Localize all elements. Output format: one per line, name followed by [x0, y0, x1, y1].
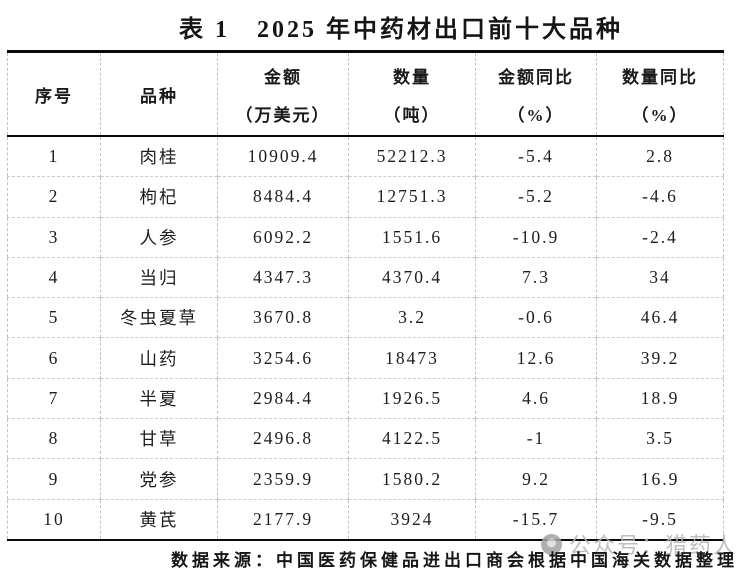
cell-rank: 8 — [7, 418, 101, 459]
cell-amount-yoy: -10.9 — [475, 216, 597, 258]
table-row: 5 冬虫夏草 3670.8 3.2 -0.6 46.4 — [7, 297, 724, 338]
cell-quantity-yoy: -4.6 — [596, 176, 724, 218]
cell-rank: 2 — [7, 176, 101, 218]
cell-amount-yoy: -1 — [475, 418, 597, 459]
col-header-quantity: 数量 （吨） — [348, 51, 476, 137]
col-header-variety: 品种 — [100, 51, 218, 137]
cell-amount-yoy: -5.4 — [475, 136, 597, 177]
cell-quantity-yoy: 39.2 — [596, 337, 724, 379]
watermark-logo-icon — [541, 533, 562, 555]
table-row: 8 甘草 2496.8 4122.5 -1 3.5 — [7, 418, 724, 459]
cell-amount: 2359.9 — [217, 458, 349, 500]
cell-quantity-yoy: -9.5 — [596, 498, 724, 540]
cell-quantity-yoy: 16.9 — [596, 458, 724, 500]
header-unit: （%） — [507, 105, 565, 125]
cell-amount: 4347.3 — [217, 256, 349, 298]
watermark: 公众号：猎药人 — [541, 528, 737, 560]
cell-rank: 4 — [7, 256, 101, 298]
export-top10-table: 序号 品种 金额 （万美元） — [7, 50, 724, 541]
table-row: 3 人参 6092.2 1551.6 -10.9 -2.4 — [7, 216, 724, 258]
cell-variety: 肉桂 — [100, 136, 218, 177]
cell-variety: 冬虫夏草 — [100, 297, 218, 338]
cell-quantity: 52212.3 — [348, 136, 476, 177]
col-header-quantity-yoy: 数量同比 （%） — [596, 51, 724, 137]
table-title: 表 1 2025 年中药材出口前十大品种 — [179, 17, 623, 43]
cell-rank: 10 — [7, 498, 101, 540]
cell-variety: 枸杞 — [100, 176, 218, 218]
header-label: 序号 — [35, 86, 73, 106]
cell-quantity: 1926.5 — [348, 377, 476, 419]
header-unit: （万美元） — [235, 105, 331, 125]
cell-quantity-yoy: 18.9 — [596, 377, 724, 419]
cell-quantity-yoy: 46.4 — [596, 297, 724, 338]
cell-quantity: 1551.6 — [348, 216, 476, 258]
data-source-note: 数据来源：中国医药保健品进出口商会根据中国海关数据整理 — [171, 551, 738, 570]
table-row: 1 肉桂 10909.4 52212.3 -5.4 2.8 — [8, 136, 724, 177]
cell-amount: 2496.8 — [217, 418, 349, 459]
cell-amount: 2177.9 — [217, 498, 349, 540]
header-row: 序号 品种 金额 （万美元） — [7, 51, 724, 137]
cell-quantity-yoy: 3.5 — [596, 418, 724, 459]
table-row: 10 黄芪 2177.9 3924 -15.7 -9.5 — [7, 498, 724, 540]
col-header-amount-yoy: 金额同比 （%） — [475, 51, 597, 137]
cell-amount-yoy: 9.2 — [475, 458, 597, 500]
cell-amount: 3254.6 — [217, 337, 349, 379]
table-row: 9 党参 2359.9 1580.2 9.2 16.9 — [7, 458, 724, 500]
cell-amount: 6092.2 — [217, 216, 349, 258]
header-label: 金额 — [264, 67, 302, 87]
cell-amount: 8484.4 — [217, 176, 349, 218]
cell-amount-yoy: -0.6 — [475, 297, 597, 338]
table-row: 4 当归 4347.3 4370.4 7.3 34 — [7, 256, 724, 298]
cell-rank: 3 — [7, 216, 101, 258]
cell-quantity: 1580.2 — [348, 458, 476, 500]
cell-amount-yoy: -5.2 — [475, 176, 597, 218]
cell-quantity: 4122.5 — [348, 418, 476, 459]
table-row: 7 半夏 2984.4 1926.5 4.6 18.9 — [7, 377, 724, 419]
cell-amount-yoy: -15.7 — [475, 498, 597, 540]
cell-variety: 半夏 — [100, 377, 218, 419]
cell-rank: 1 — [48, 146, 60, 167]
cell-amount-yoy: 7.3 — [475, 256, 597, 298]
cell-amount-yoy: 12.6 — [475, 337, 597, 379]
header-unit: （吨） — [383, 105, 441, 125]
col-header-rank: 序号 — [7, 51, 101, 137]
cell-rank: 9 — [7, 458, 101, 500]
watermark-text: 公众号：猎药人 — [569, 533, 738, 558]
cell-quantity-yoy: 2.8 — [596, 136, 724, 177]
header-label: 金额同比 — [498, 67, 574, 87]
cell-amount-yoy: 4.6 — [475, 377, 597, 419]
cell-rank: 5 — [7, 297, 101, 338]
cell-quantity: 4370.4 — [348, 256, 476, 298]
header-label: 数量 — [393, 67, 431, 87]
header-label: 数量同比 — [622, 67, 698, 87]
cell-quantity-yoy: -2.4 — [596, 216, 724, 258]
cell-variety: 当归 — [100, 256, 218, 298]
cell-quantity: 18473 — [348, 337, 476, 379]
cell-rank: 6 — [7, 337, 101, 379]
table-row: 6 山药 3254.6 18473 12.6 39.2 — [7, 337, 724, 379]
cell-variety: 党参 — [100, 458, 218, 500]
cell-amount: 2984.4 — [217, 377, 349, 419]
cell-quantity: 3924 — [348, 498, 476, 540]
table-header: 序号 品种 金额 （万美元） — [7, 51, 724, 137]
cell-variety: 黄芪 — [100, 498, 218, 540]
cell-quantity-yoy: 34 — [596, 256, 724, 298]
cell-rank: 7 — [7, 377, 101, 419]
table-row: 2 枸杞 8484.4 12751.3 -5.2 -4.6 — [7, 176, 724, 218]
cell-variety: 人参 — [100, 216, 218, 258]
cell-amount: 10909.4 — [217, 136, 349, 177]
cell-variety: 甘草 — [100, 418, 218, 459]
cell-variety: 山药 — [100, 337, 218, 379]
cell-amount: 3670.8 — [217, 297, 349, 338]
cell-quantity: 3.2 — [348, 297, 476, 338]
table-body: 1 肉桂 10909.4 52212.3 -5.4 2.8 2 枸杞 8484.4 12751.3… — [7, 136, 724, 540]
header-unit: （%） — [631, 105, 689, 125]
cell-quantity: 12751.3 — [348, 176, 476, 218]
header-label: 品种 — [140, 86, 178, 106]
col-header-amount: 金额 （万美元） — [217, 51, 349, 137]
